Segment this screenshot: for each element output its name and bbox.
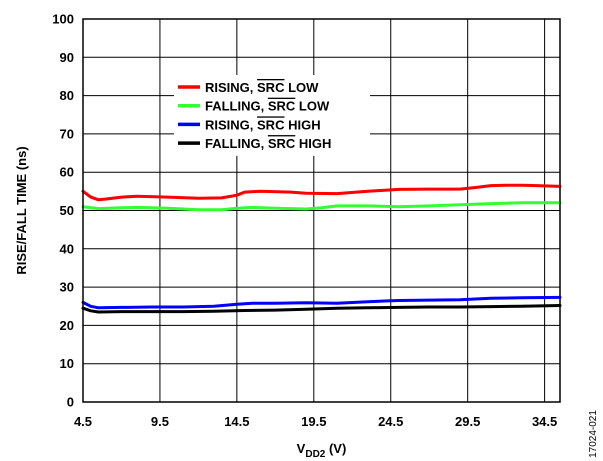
- plot-area-frame: [82, 18, 561, 403]
- legend-label-text: RISING,: [205, 117, 257, 132]
- legend-label-text: HIGH: [284, 117, 320, 132]
- series-line-2: [81, 201, 562, 212]
- x-tick-label: 14.5: [224, 414, 249, 429]
- x-tick-label: 9.5: [151, 414, 169, 429]
- series-line-4: [81, 304, 562, 314]
- x-axis-title-unit: (V): [325, 441, 346, 456]
- legend-label-text: FALLING,: [205, 136, 268, 151]
- y-tick-label: 100: [52, 12, 74, 27]
- y-tick-label: 50: [60, 203, 74, 218]
- y-tick-label: 20: [60, 318, 74, 333]
- legend-label-overlined: SRC: [268, 136, 296, 151]
- y-tick-label: 90: [60, 50, 74, 65]
- x-tick-label: 34.5: [532, 414, 557, 429]
- x-tick-label: 19.5: [301, 414, 326, 429]
- legend-label-text: LOW: [284, 80, 319, 95]
- x-axis-title: VDD2 (V): [297, 441, 347, 460]
- legend-label-text: FALLING,: [205, 99, 268, 114]
- legend-label: RISING, SRC LOW: [205, 80, 319, 95]
- y-tick-label: 70: [60, 126, 74, 141]
- y-tick-label: 30: [60, 280, 74, 295]
- legend-label-overlined: SRC: [257, 117, 285, 132]
- legend-label: RISING, SRC HIGH: [205, 117, 321, 132]
- series-line-3: [81, 295, 562, 310]
- legend-label: FALLING, SRC HIGH: [205, 136, 331, 151]
- x-tick-label: 4.5: [74, 414, 92, 429]
- y-tick-label: 10: [60, 356, 74, 371]
- x-tick-label: 24.5: [378, 414, 403, 429]
- x-axis-tick-labels: 4.5 9.5 14.5 19.5 24.5 29.5 34.5: [74, 414, 557, 429]
- y-axis-title: RISE/FALL TIME (ns): [14, 146, 29, 274]
- x-axis-title-subscript: DD2: [305, 449, 325, 460]
- y-tick-label: 40: [60, 241, 74, 256]
- x-axis-title-main: V: [297, 441, 306, 456]
- x-tick-label: 29.5: [455, 414, 480, 429]
- legend-label-overlined: SRC: [257, 80, 285, 95]
- data-series: [81, 183, 562, 314]
- legend-label-text: HIGH: [295, 136, 331, 151]
- series-line-1: [81, 183, 562, 202]
- y-tick-label: 0: [67, 395, 74, 410]
- legend-label-overlined: SRC: [268, 99, 296, 114]
- legend-label-text: RISING,: [205, 80, 257, 95]
- y-axis-tick-labels: 0 10 20 30 40 50 60 70 80 90 100: [52, 12, 74, 410]
- legend-label-text: LOW: [295, 99, 330, 114]
- legend-background: [174, 75, 370, 156]
- y-tick-label: 60: [60, 165, 74, 180]
- y-tick-label: 80: [60, 88, 74, 103]
- figure-id-label: 17024-021: [588, 410, 599, 458]
- legend-label: FALLING, SRC LOW: [205, 99, 330, 114]
